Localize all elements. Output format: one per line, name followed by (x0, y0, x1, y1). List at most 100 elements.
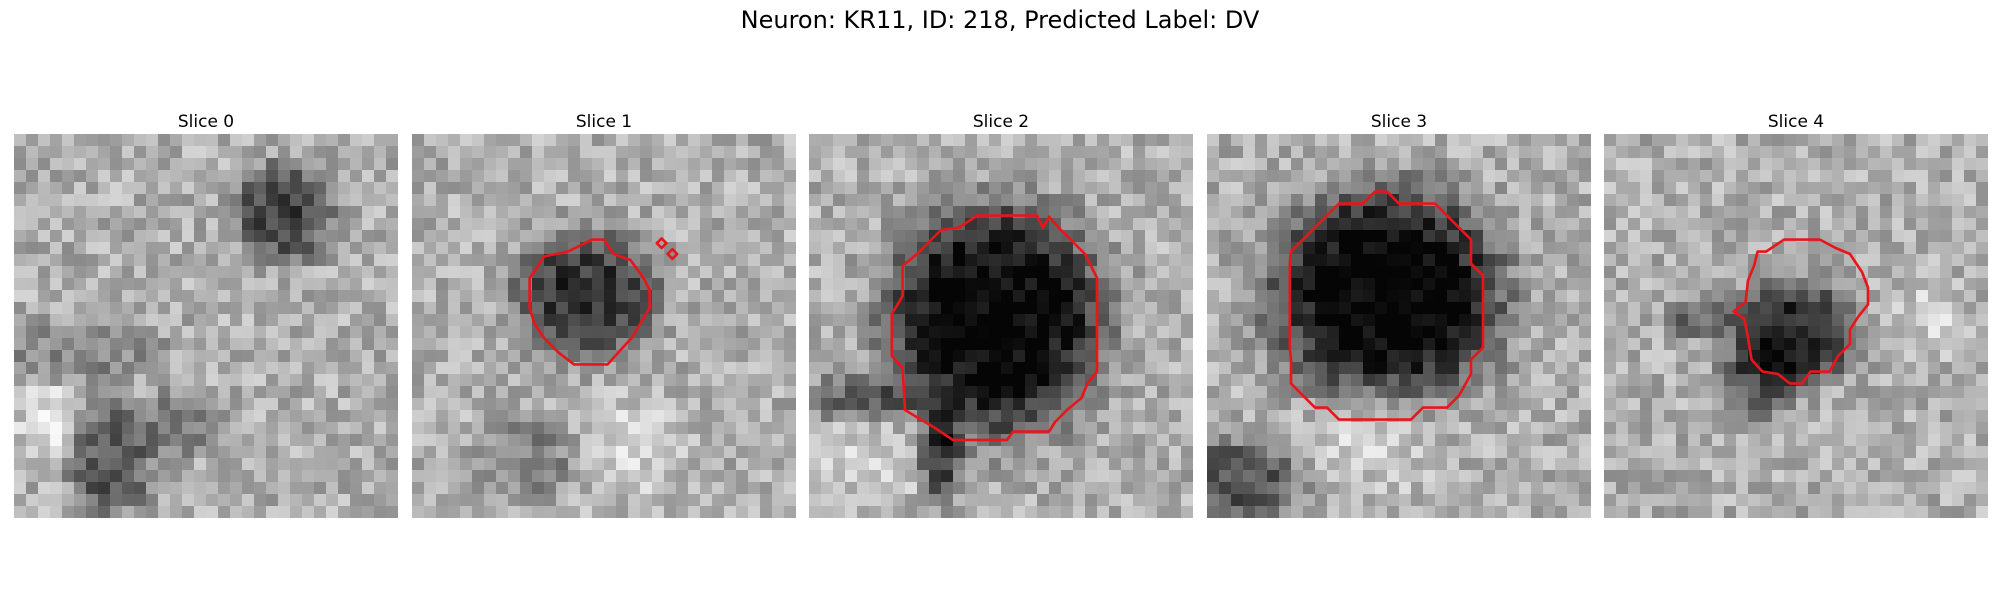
pixel (1844, 302, 1857, 315)
pixel (1181, 314, 1193, 327)
pixel (1049, 506, 1062, 518)
pixel (1145, 506, 1158, 518)
pixel (1339, 470, 1352, 483)
pixel (1664, 326, 1677, 339)
pixel (266, 506, 279, 518)
pixel (941, 182, 954, 195)
pixel (1447, 134, 1460, 147)
pixel (1121, 302, 1134, 315)
pixel (881, 350, 894, 363)
pixel (989, 254, 1002, 267)
pixel (1495, 494, 1508, 507)
pixel (1375, 242, 1388, 255)
pixel (1037, 242, 1050, 255)
pixel (218, 410, 231, 423)
pixel (1435, 422, 1448, 435)
pixel (1652, 206, 1665, 219)
pixel (1507, 290, 1520, 303)
pixel (1976, 422, 1988, 435)
pixel (1616, 458, 1629, 471)
pixel (14, 482, 27, 495)
pixel (1375, 482, 1388, 495)
pixel (1519, 290, 1532, 303)
pixel (170, 158, 183, 171)
pixel (290, 314, 303, 327)
pixel (917, 266, 930, 279)
pixel (1303, 506, 1316, 518)
pixel (146, 482, 159, 495)
pixel (1037, 350, 1050, 363)
pixel (484, 326, 497, 339)
pixel (544, 374, 557, 387)
pixel (1049, 158, 1062, 171)
pixel (1279, 254, 1292, 267)
pixel (1579, 458, 1591, 471)
pixel (314, 422, 327, 435)
pixel (1543, 506, 1556, 518)
pixel (412, 350, 425, 363)
pixel (374, 134, 387, 147)
pixel (460, 194, 473, 207)
pixel (664, 302, 677, 315)
pixel (14, 302, 27, 315)
pixel (1928, 218, 1941, 231)
pixel (424, 374, 437, 387)
pixel (1459, 254, 1472, 267)
pixel (1676, 398, 1689, 411)
pixel (1121, 458, 1134, 471)
pixel (1567, 362, 1580, 375)
pixel (1567, 158, 1580, 171)
pixel (50, 326, 63, 339)
pixel (302, 218, 315, 231)
pixel (1483, 218, 1496, 231)
pixel (1952, 230, 1965, 243)
pixel (1207, 362, 1220, 375)
pixel (1700, 434, 1713, 447)
pixel (1868, 278, 1881, 291)
pixel (1411, 374, 1424, 387)
pixel (62, 350, 75, 363)
pixel (1976, 302, 1988, 315)
pixel (941, 230, 954, 243)
pixel (448, 326, 461, 339)
pixel (1688, 374, 1701, 387)
pixel (14, 470, 27, 483)
pixel (869, 458, 882, 471)
pixel (242, 278, 255, 291)
pixel (1399, 206, 1412, 219)
pixel (664, 278, 677, 291)
pixel (736, 218, 749, 231)
pixel (110, 326, 123, 339)
pixel (1892, 350, 1905, 363)
pixel (484, 338, 497, 351)
pixel (1037, 146, 1050, 159)
pixel (1411, 446, 1424, 459)
pixel (712, 182, 725, 195)
pixel (1049, 374, 1062, 387)
pixel (326, 434, 339, 447)
pixel (821, 194, 834, 207)
pixel (110, 266, 123, 279)
pixel (1808, 422, 1821, 435)
pixel (700, 458, 713, 471)
pixel (1459, 170, 1472, 183)
pixel (1097, 338, 1110, 351)
pixel (1495, 350, 1508, 363)
pixel (146, 302, 159, 315)
pixel (1736, 182, 1749, 195)
pixel (1664, 446, 1677, 459)
pixel (1688, 314, 1701, 327)
pixel (1952, 254, 1965, 267)
pixel (110, 230, 123, 243)
pixel (1243, 350, 1256, 363)
pixel (544, 182, 557, 195)
pixel (338, 470, 351, 483)
pixel (1291, 218, 1304, 231)
pixel (1267, 470, 1280, 483)
pixel (1916, 374, 1929, 387)
pixel (1579, 422, 1591, 435)
pixel (1327, 290, 1340, 303)
pixel (374, 266, 387, 279)
pixel (1435, 170, 1448, 183)
pixel (1339, 170, 1352, 183)
